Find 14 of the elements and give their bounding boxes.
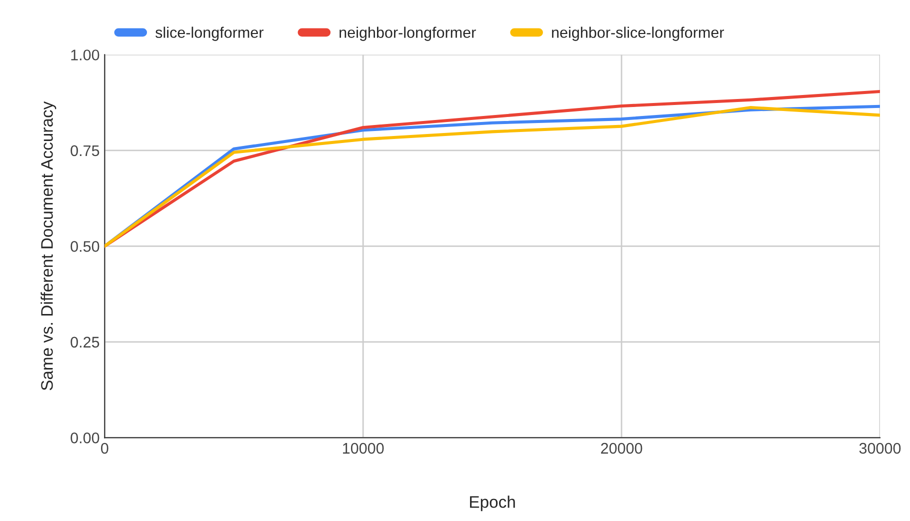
y-tick-label: 1.00 — [71, 50, 100, 60]
legend-label: neighbor-slice-longformer — [552, 26, 724, 41]
x-tick-label: 10000 — [343, 442, 384, 454]
y-tick-label: 0.50 — [70, 241, 100, 252]
x-axis-title: Epoch — [470, 496, 515, 512]
y-tick-label: 0.00 — [70, 432, 100, 444]
legend-label: slice-longformer — [155, 26, 264, 41]
x-tick-label: 20000 — [601, 442, 642, 454]
legend-label: neighbor-longformer — [340, 26, 476, 41]
y-tick-label: 0.25 — [70, 336, 100, 348]
y-tick-label: 0.75 — [70, 145, 100, 156]
y-axis-title: Same vs. Different Document Accuracy — [40, 101, 56, 390]
x-tick-label: 0 — [101, 442, 108, 454]
x-tick-label: 30000 — [859, 442, 901, 454]
